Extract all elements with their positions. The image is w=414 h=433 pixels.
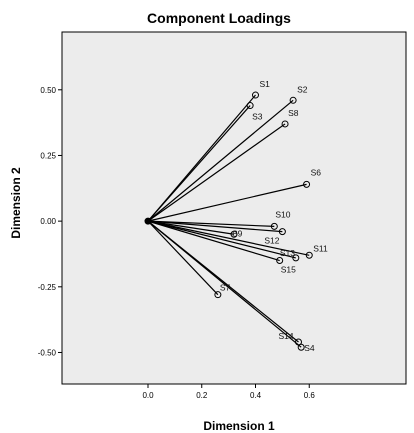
point-label: S9 — [232, 228, 243, 238]
vector-line — [147, 123, 286, 222]
point-marker — [281, 120, 289, 128]
plot-area — [61, 31, 407, 385]
point-marker — [303, 180, 311, 188]
x-tick-label: 0.0 — [142, 391, 154, 400]
vector-line — [147, 220, 302, 348]
x-tick-label: 0.4 — [250, 391, 262, 400]
vector-line — [147, 220, 283, 233]
point-label: S4 — [304, 343, 315, 353]
point-marker — [278, 228, 286, 236]
point-marker — [246, 102, 254, 110]
x-tick-label: 0.6 — [304, 391, 316, 400]
y-tick-label: -0.50 — [38, 348, 57, 357]
point-label: S14 — [279, 331, 294, 341]
y-tick-label: -0.25 — [38, 283, 57, 292]
x-tick-label: 0.2 — [196, 391, 208, 400]
point-label: S13 — [280, 248, 295, 258]
y-tick-label: 0.00 — [40, 217, 56, 226]
point-label: S12 — [264, 236, 279, 246]
x-axis: 0.0 0.2 0.4 0.6 — [142, 384, 315, 400]
chart-title: Component Loadings — [147, 10, 291, 26]
y-tick-label: 0.25 — [40, 151, 56, 160]
point-label: S6 — [311, 167, 322, 177]
vector-line — [147, 220, 235, 235]
vector-line — [147, 220, 280, 262]
point-marker — [292, 254, 300, 262]
point-label: S11 — [313, 243, 328, 253]
point-marker — [297, 343, 305, 351]
point-label: S10 — [275, 209, 290, 219]
point-marker — [276, 257, 284, 265]
point-label: S8 — [288, 108, 299, 118]
point-marker — [295, 338, 302, 346]
vector-line — [147, 220, 310, 256]
vector-line — [147, 220, 296, 259]
vector-line — [147, 183, 307, 222]
loading-points — [144, 91, 313, 351]
vector-line — [147, 99, 294, 222]
vector-line — [147, 220, 275, 227]
point-label: S15 — [281, 265, 296, 275]
point-label: S3 — [252, 112, 263, 122]
vector-line — [147, 220, 219, 296]
point-label: S1 — [260, 79, 271, 89]
point-label: S2 — [297, 84, 308, 94]
loading-vectors — [147, 94, 310, 348]
point-marker — [252, 91, 259, 99]
point-marker — [214, 291, 222, 299]
point-marker — [230, 230, 238, 238]
point-marker — [270, 222, 278, 230]
point-marker — [289, 96, 297, 104]
point-marker — [305, 251, 313, 259]
point-label: S7 — [220, 283, 231, 293]
origin-marker — [144, 217, 152, 225]
y-axis-label: Dimension 2 — [9, 167, 23, 239]
point-labels: S1 S2 S3 S8 S6 S10 S9 S12 S11 S13 S15 S7 S14 S4 — [220, 79, 328, 353]
x-axis-label: Dimension 1 — [203, 419, 275, 433]
y-axis: 0.50 0.25 0.00 -0.25 -0.50 — [38, 86, 62, 357]
y-tick-label: 0.50 — [40, 86, 56, 95]
vector-line — [147, 105, 251, 222]
